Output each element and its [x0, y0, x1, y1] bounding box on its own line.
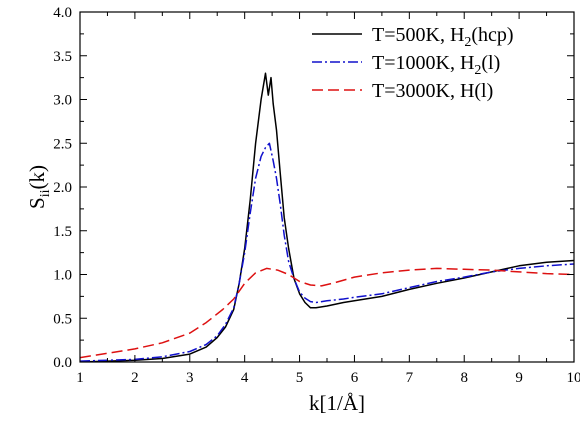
series-line-1: [80, 72, 574, 362]
tick-layer: 1 2 3 4 5 6 7 8 9 10 0.0 0.5 1.0 1.5 2.0 2.5 3.0 3.5 4.0: [53, 5, 580, 386]
y-tick-label: 3.0: [53, 93, 72, 109]
legend-label-main: T=3000K, H(l): [372, 80, 493, 102]
y-tick-label: 2.0: [53, 180, 72, 196]
x-tick-label: 1: [76, 370, 84, 386]
x-tick-label: 3: [186, 370, 194, 386]
x-tick-label: 7: [406, 370, 414, 386]
x-tick-label: 2: [131, 370, 139, 386]
y-axis-title: Sii(k): [25, 165, 53, 209]
series-line-3: [80, 267, 574, 359]
legend-label-tail: (l): [481, 52, 500, 74]
series-line-2: [80, 142, 574, 362]
y-axis-title-tail: (k): [25, 165, 49, 190]
legend-label-sub: 2: [474, 63, 481, 78]
x-axis-title: k[1/Å]: [309, 391, 365, 415]
legend-label-sub: 2: [464, 35, 471, 50]
y-tick-label: 3.5: [53, 49, 72, 65]
x-tick-label: 6: [351, 370, 359, 386]
y-tick-label: 0.0: [53, 355, 72, 371]
legend-label-1: T=500K, H2(hcp): [372, 24, 514, 50]
y-tick-label: 2.5: [53, 136, 72, 152]
x-tick-label: 5: [296, 370, 304, 386]
y-axis-title-main: S: [25, 197, 49, 209]
y-tick-label: 4.0: [53, 5, 72, 21]
legend-label-2: T=1000K, H2(l): [372, 52, 500, 78]
y-axis-title-sub: ii: [38, 189, 53, 197]
legend-label-main: T=500K, H: [372, 24, 464, 46]
x-tick-label: 10: [567, 370, 580, 386]
x-tick-label: 4: [241, 370, 249, 386]
y-tick-label: 1.0: [53, 268, 72, 284]
series-layer: [80, 72, 574, 362]
legend-label-tail: (hcp): [471, 24, 513, 46]
x-tick-label: 8: [460, 370, 468, 386]
y-tick-label: 0.5: [53, 311, 72, 327]
legend: T=500K, H2(hcp)T=1000K, H2(l)T=3000K, H(…: [312, 24, 514, 102]
legend-label-main: T=1000K, H: [372, 52, 474, 74]
y-tick-label: 1.5: [53, 224, 72, 240]
x-tick-label: 9: [515, 370, 523, 386]
legend-label-3: T=3000K, H(l): [372, 80, 493, 102]
